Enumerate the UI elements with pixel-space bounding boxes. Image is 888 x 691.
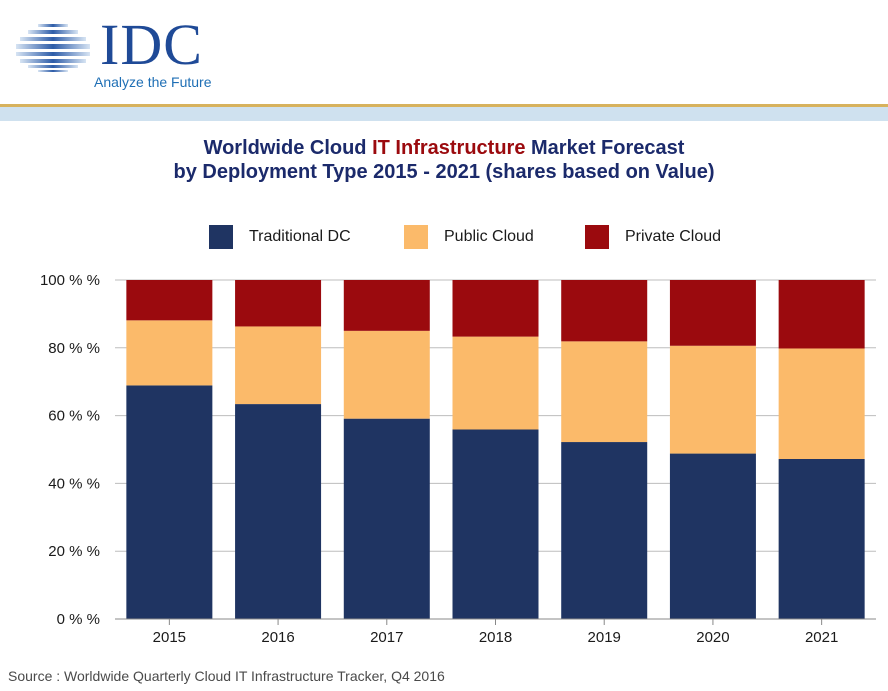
- bar-segment: [452, 336, 539, 430]
- bar-segment: [561, 442, 648, 619]
- bar-segment: [235, 326, 322, 405]
- bar-segment: [669, 280, 756, 346]
- source-note: Source : Worldwide Quarterly Cloud IT In…: [8, 668, 445, 684]
- idc-logo: IDC Analyze the Future: [14, 8, 254, 98]
- bar-segment: [778, 458, 865, 619]
- legend-label: Traditional DC: [249, 228, 351, 245]
- title-part: Market Forecast: [525, 137, 685, 159]
- y-tick-label: 80 % %: [48, 340, 100, 357]
- chart-title-line2: by Deployment Type 2015 - 2021 (shares b…: [173, 161, 715, 183]
- legend-swatch: [209, 225, 233, 249]
- legend: Traditional DC Public Cloud Private Clou…: [0, 222, 888, 252]
- x-tick-label: 2020: [696, 629, 729, 646]
- x-tick-label: 2021: [805, 629, 838, 646]
- bar-segment: [669, 345, 756, 454]
- bar-segment: [452, 429, 539, 619]
- header: IDC Analyze the Future: [0, 0, 888, 106]
- legend-label: Public Cloud: [444, 228, 534, 245]
- y-tick-label: 20 % %: [48, 543, 100, 560]
- bar-segment: [126, 320, 213, 386]
- legend-swatch: [585, 225, 609, 249]
- x-tick-label: 2018: [479, 629, 512, 646]
- logo-wordmark: IDC: [100, 12, 203, 77]
- bar-segment: [126, 385, 213, 619]
- bar-segment: [561, 341, 648, 443]
- y-tick-label: 60 % %: [48, 408, 100, 425]
- x-tick-label: 2016: [261, 629, 294, 646]
- bar-segment: [343, 280, 430, 331]
- y-tick-label: 40 % %: [48, 475, 100, 492]
- bar-segment: [235, 404, 322, 619]
- bar-segment: [343, 330, 430, 419]
- stacked-bar-chart: 0 % % 20 % % 40 % % 60 % % 80 % % 100 % % 2015…: [40, 272, 876, 646]
- chart-title-line1: Worldwide Cloud IT Infrastructure Market…: [0, 136, 888, 160]
- x-tick-label: 2015: [153, 629, 186, 646]
- x-tick-label: 2017: [370, 629, 403, 646]
- bar-segment: [452, 280, 539, 337]
- bar-segment: [669, 453, 756, 619]
- bar-segment: [235, 280, 322, 327]
- bar-segment: [561, 280, 648, 342]
- header-divider: [0, 104, 888, 107]
- header-band: [0, 107, 888, 121]
- legend-label: Private Cloud: [625, 228, 722, 245]
- title-highlight: IT Infrastructure: [372, 137, 526, 159]
- globe-icon: [16, 24, 90, 72]
- logo-tagline: Analyze the Future: [94, 74, 212, 90]
- bar-segment: [778, 280, 865, 349]
- bar-segment: [343, 418, 430, 619]
- chart-title: Worldwide Cloud IT Infrastructure Market…: [0, 136, 888, 184]
- x-tick-label: 2019: [588, 629, 621, 646]
- title-part: Worldwide Cloud: [203, 137, 373, 159]
- bar-segment: [778, 348, 865, 459]
- y-tick-label: 100 % %: [40, 272, 100, 289]
- bar-segment: [126, 280, 213, 321]
- y-tick-label: 0 % %: [57, 611, 100, 628]
- legend-swatch: [404, 225, 428, 249]
